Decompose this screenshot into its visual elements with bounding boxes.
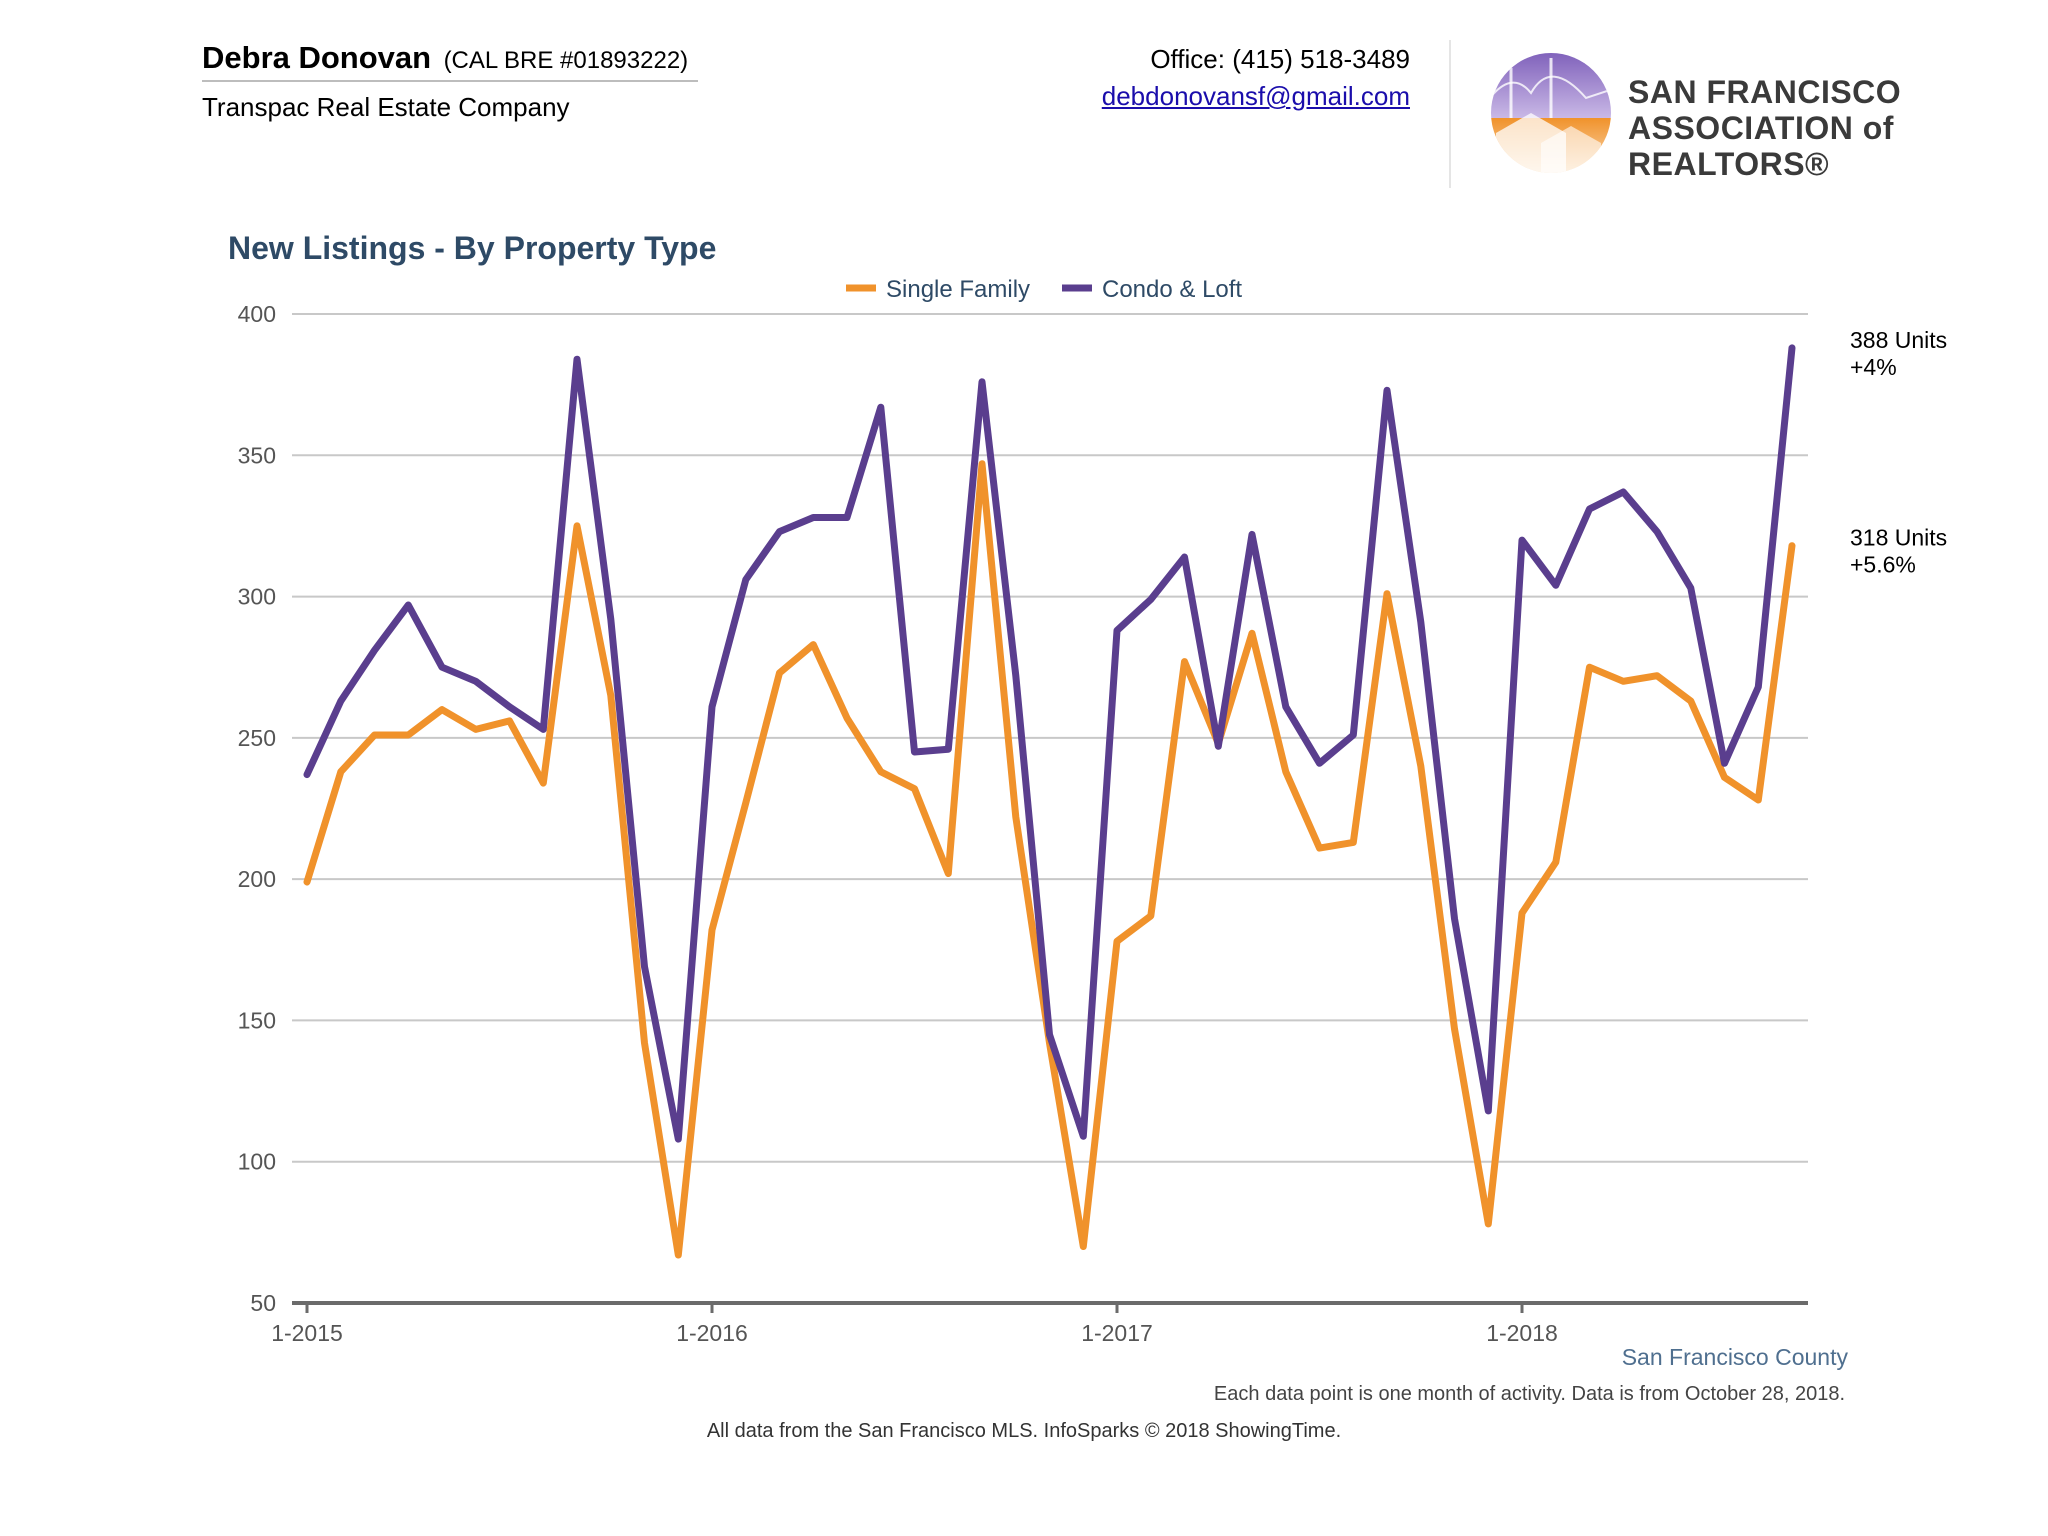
y-tick-label: 200 xyxy=(238,866,276,892)
agent-underline xyxy=(202,80,698,82)
y-tick-label: 50 xyxy=(250,1290,276,1316)
agent-license: (CAL BRE #01893222) xyxy=(443,47,689,74)
x-tick-label: 1-2018 xyxy=(1486,1320,1558,1346)
end-label-change: +4% xyxy=(1850,354,1897,380)
end-label-units: 318 Units xyxy=(1850,525,1947,551)
agent-name: Debra Donovan xyxy=(202,40,432,75)
end-label-change: +5.6% xyxy=(1850,552,1916,578)
y-tick-label: 350 xyxy=(238,442,276,468)
chart-title: New Listings - By Property Type xyxy=(228,230,717,266)
sfar-logo-emblem-icon xyxy=(1491,53,1611,173)
data-note: Each data point is one month of activity… xyxy=(1213,1383,1845,1405)
email-link[interactable]: debdonovansf@gmail.com xyxy=(1101,81,1410,111)
y-tick-label: 400 xyxy=(238,301,276,327)
legend-label: Condo & Loft xyxy=(1102,276,1242,303)
region-label: San Francisco County xyxy=(1621,1344,1848,1370)
series-line-condo-loft xyxy=(303,344,1796,1143)
x-tick-label: 1-2017 xyxy=(1081,1320,1153,1346)
legend-label: Single Family xyxy=(886,276,1030,303)
x-tick-label: 1-2016 xyxy=(676,1320,748,1346)
y-tick-label: 250 xyxy=(238,725,276,751)
agent-block: Debra Donovan (CAL BRE #01893222) Transp… xyxy=(202,40,698,123)
company-name: Transpac Real Estate Company xyxy=(202,92,570,122)
y-tick-label: 150 xyxy=(238,1007,276,1033)
office-phone: Office: (415) 518-3489 xyxy=(1150,44,1410,74)
series-line-single-family xyxy=(303,460,1796,1259)
sfar-logo-text: SAN FRANCISCO ASSOCIATION of REALTORS® xyxy=(1628,74,2026,182)
end-label-units: 388 Units xyxy=(1850,327,1947,353)
agent-heading: Debra Donovan (CAL BRE #01893222) xyxy=(202,40,698,76)
x-tick-label: 1-2015 xyxy=(271,1320,343,1346)
line-chart: 50 100 150 200 250 300 350 400 1-2015 1-2016 1-201… xyxy=(238,276,1948,1346)
logo-line-2: ASSOCIATION of REALTORS® xyxy=(1628,110,1894,182)
y-tick-label: 300 xyxy=(238,584,276,610)
source-credit: All data from the San Francisco MLS. Inf… xyxy=(706,1420,1342,1442)
header-divider xyxy=(1449,40,1451,188)
sfar-logo: SAN FRANCISCO ASSOCIATION of REALTORS® xyxy=(1486,48,2026,182)
contact-block: Office: (415) 518-3489 debdonovansf@gmai… xyxy=(1102,44,1410,112)
y-tick-label: 100 xyxy=(238,1149,276,1175)
logo-line-1: SAN FRANCISCO xyxy=(1628,74,1902,110)
